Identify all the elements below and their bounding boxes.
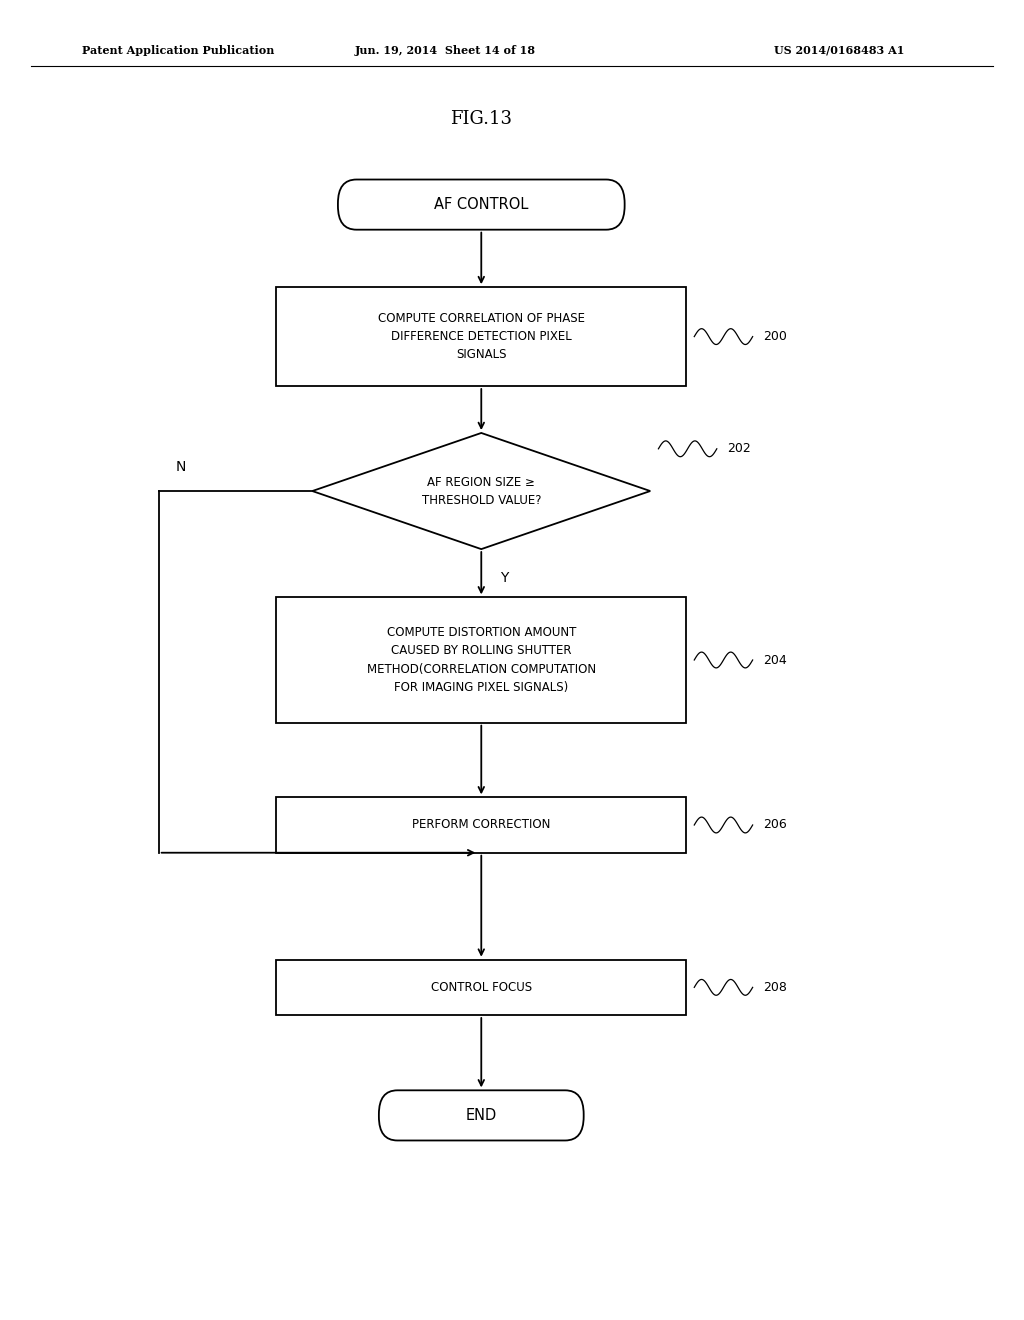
Text: Jun. 19, 2014  Sheet 14 of 18: Jun. 19, 2014 Sheet 14 of 18 (355, 45, 536, 55)
Text: AF CONTROL: AF CONTROL (434, 197, 528, 213)
Text: 208: 208 (763, 981, 786, 994)
FancyBboxPatch shape (338, 180, 625, 230)
Bar (276, 597, 686, 722)
Text: Patent Application Publication: Patent Application Publication (82, 45, 274, 55)
Text: US 2014/0168483 A1: US 2014/0168483 A1 (774, 45, 905, 55)
Text: PERFORM CORRECTION: PERFORM CORRECTION (412, 818, 551, 832)
Bar (276, 960, 686, 1015)
Text: CONTROL FOCUS: CONTROL FOCUS (431, 981, 531, 994)
Text: COMPUTE CORRELATION OF PHASE
DIFFERENCE DETECTION PIXEL
SIGNALS: COMPUTE CORRELATION OF PHASE DIFFERENCE … (378, 312, 585, 362)
Text: COMPUTE DISTORTION AMOUNT
CAUSED BY ROLLING SHUTTER
METHOD(CORRELATION COMPUTATI: COMPUTE DISTORTION AMOUNT CAUSED BY ROLL… (367, 627, 596, 693)
Text: 204: 204 (763, 653, 786, 667)
Bar (276, 797, 686, 853)
Text: 202: 202 (727, 442, 751, 455)
Text: N: N (176, 461, 186, 474)
Text: FIG.13: FIG.13 (451, 110, 512, 128)
Polygon shape (312, 433, 650, 549)
Text: AF REGION SIZE ≥
THRESHOLD VALUE?: AF REGION SIZE ≥ THRESHOLD VALUE? (422, 475, 541, 507)
Bar (276, 288, 686, 385)
Text: END: END (466, 1107, 497, 1123)
FancyBboxPatch shape (379, 1090, 584, 1140)
Text: 200: 200 (763, 330, 786, 343)
Text: Y: Y (500, 572, 508, 585)
Text: 206: 206 (763, 818, 786, 832)
